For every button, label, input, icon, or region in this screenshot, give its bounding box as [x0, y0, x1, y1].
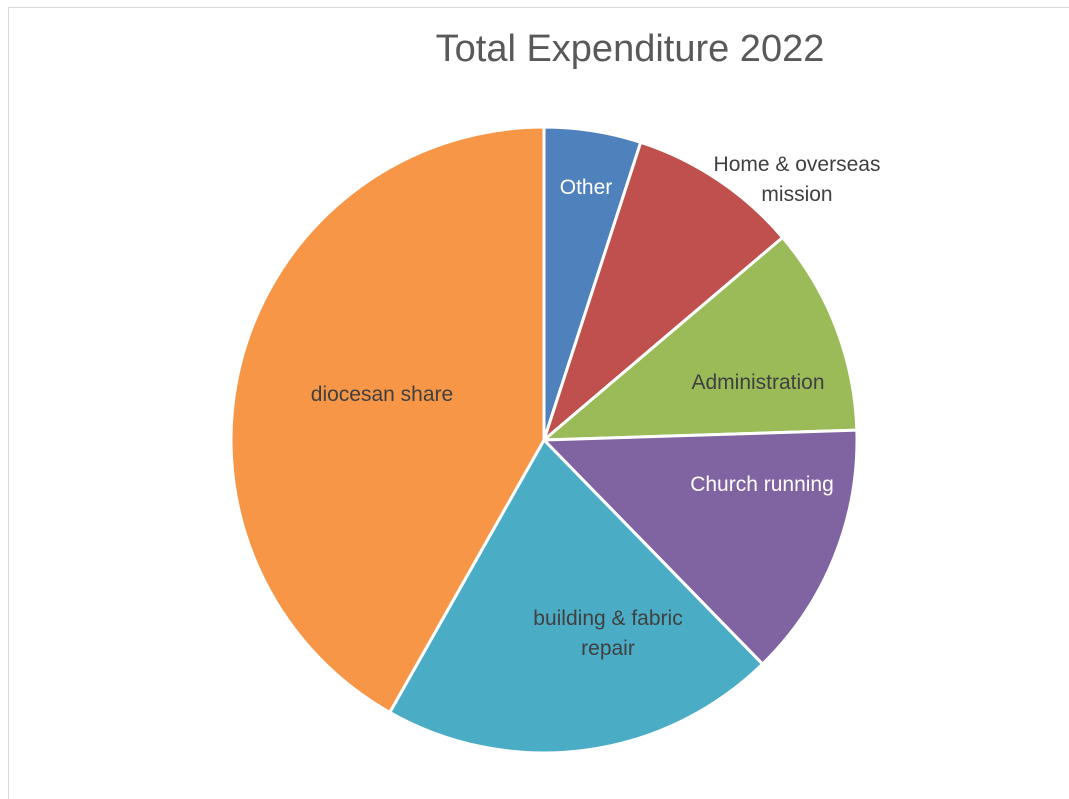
slice-label-home-and-overseas-mission: Home & overseas mission [714, 153, 881, 206]
slice-label-administration: Administration [691, 371, 824, 394]
pie-slice-church-running [542, 428, 859, 666]
chart-title: Total Expenditure 2022 [435, 28, 825, 70]
slice-label-building-and-fabric-repair: building & fabric repair [533, 607, 682, 660]
pie-slice-home-and-overseas-mission [542, 140, 785, 442]
chart-frame [8, 7, 1069, 799]
pie-slice-administration [542, 235, 859, 442]
slice-label-church-running: Church running [690, 473, 834, 496]
slice-label-diocesan-share: diocesan share [311, 383, 453, 406]
pie-slice-building-and-fabric-repair [388, 438, 765, 755]
slice-label-other: Other [560, 176, 613, 199]
pie-slice-diocesan-share [229, 125, 546, 714]
